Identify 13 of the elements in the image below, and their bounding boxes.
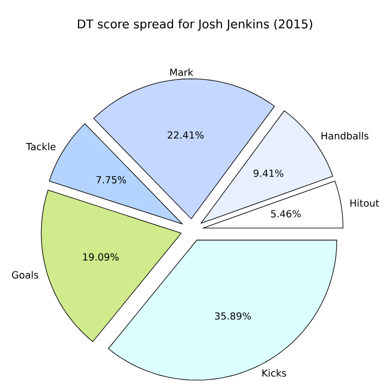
slice-label: Kicks [262, 369, 286, 377]
data-label: 19.09% [83, 253, 119, 261]
data-label: 22.41% [168, 131, 204, 139]
data-label: 9.41% [254, 170, 284, 177]
chart-title: DT score spread for Josh Jenkins (2015) [78, 19, 312, 31]
slice-label: Hitout [350, 199, 380, 207]
slice-label: Tackle [26, 142, 56, 150]
slice-label: Mark [170, 68, 194, 76]
data-label: 35.89% [215, 312, 251, 320]
slice-label: Goals [12, 271, 38, 279]
data-label: 5.46% [271, 210, 301, 218]
slice-label: Handballs [322, 132, 368, 140]
data-label: 7.75% [96, 176, 126, 184]
